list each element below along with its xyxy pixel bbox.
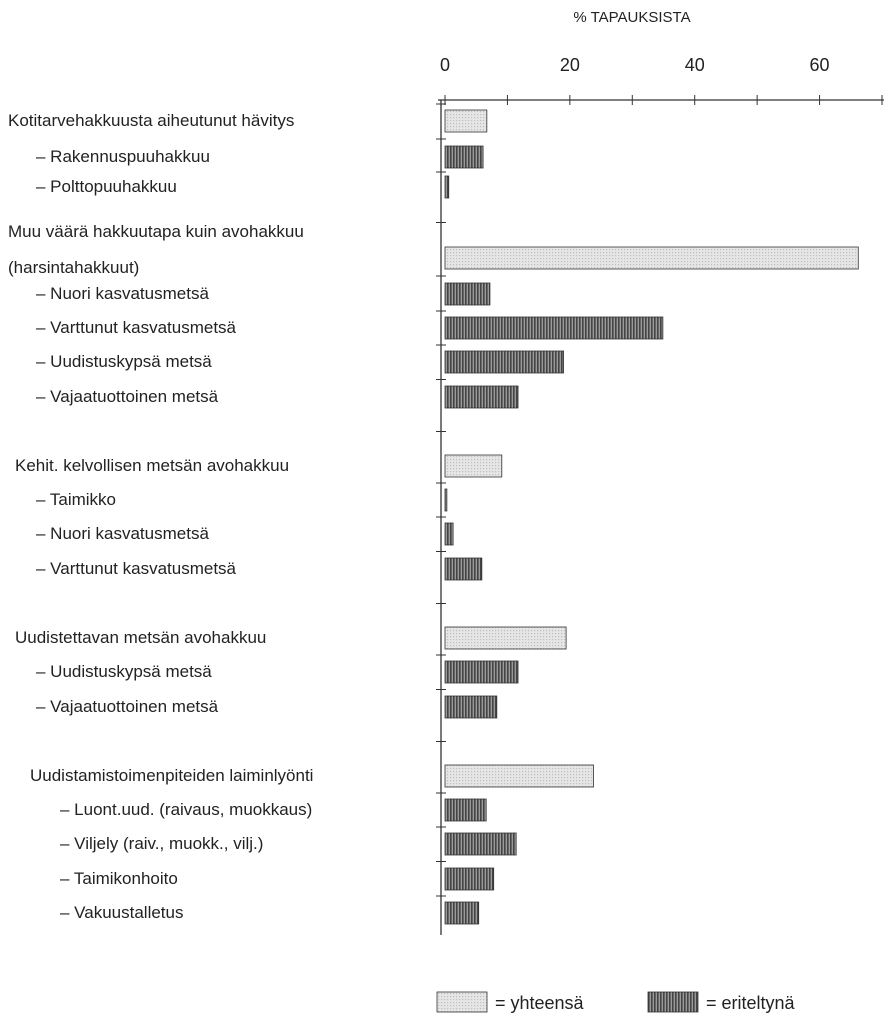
bar [444, 798, 487, 822]
category-label: Uudistettavan metsän avohakkuu [15, 628, 267, 647]
legend-label: = eriteltynä [706, 993, 796, 1013]
bar [444, 867, 495, 891]
category-label: Uudistamistoimenpiteiden laiminlyönti [30, 766, 314, 785]
category-label: – Varttunut kasvatusmetsä [36, 318, 237, 337]
category-label: Kehit. kelvollisen metsän avohakkuu [15, 456, 290, 475]
bar [444, 660, 519, 684]
category-label: – Nuori kasvatusmetsä [36, 284, 209, 303]
category-label: – Uudistuskypsä metsä [36, 352, 212, 371]
category-label: – Polttopuuhakkuu [36, 177, 177, 196]
x-tick-label: 20 [560, 55, 580, 75]
category-label: – Vakuustalletus [60, 903, 184, 922]
legend-label: = yhteensä [495, 993, 585, 1013]
category-label: – Uudistuskypsä metsä [36, 662, 212, 681]
bar [444, 246, 859, 270]
category-label: – Viljely (raiv., muokk., vilj.) [60, 834, 264, 853]
bar [444, 832, 517, 856]
bar [444, 145, 484, 169]
x-tick-label: 60 [810, 55, 830, 75]
bar [444, 522, 454, 546]
bar [444, 695, 498, 719]
bar [444, 488, 448, 512]
legend-swatch [436, 991, 488, 1013]
bar [444, 557, 483, 581]
category-label: – Nuori kasvatusmetsä [36, 524, 209, 543]
category-label: – Vajaatuottoinen metsä [36, 697, 219, 716]
category-label: – Vajaatuottoinen metsä [36, 387, 219, 406]
category-label: – Luont.uud. (raivaus, muokkaus) [60, 800, 313, 819]
bar [444, 175, 450, 199]
category-label: – Rakennuspuuhakkuu [36, 147, 210, 166]
x-tick-label: 0 [440, 55, 450, 75]
bar [444, 385, 519, 409]
bar [444, 626, 567, 650]
bar [444, 282, 491, 306]
bar [444, 350, 565, 374]
category-label: – Taimikko [36, 490, 116, 509]
bar [444, 109, 488, 133]
category-label: – Varttunut kasvatusmetsä [36, 559, 237, 578]
legend-swatch [647, 991, 699, 1013]
bar [444, 454, 503, 478]
axis-title: % TAPAUKSISTA [573, 9, 690, 26]
bar [444, 901, 480, 925]
category-label: Muu väärä hakkuutapa kuin avohakkuu (har… [8, 222, 304, 277]
bar [444, 316, 664, 340]
bar [444, 764, 594, 788]
x-tick-label: 40 [685, 55, 705, 75]
category-label: – Taimikonhoito [60, 869, 178, 888]
category-label: Kotitarvehakkuusta aiheutunut hävitys [8, 111, 295, 130]
